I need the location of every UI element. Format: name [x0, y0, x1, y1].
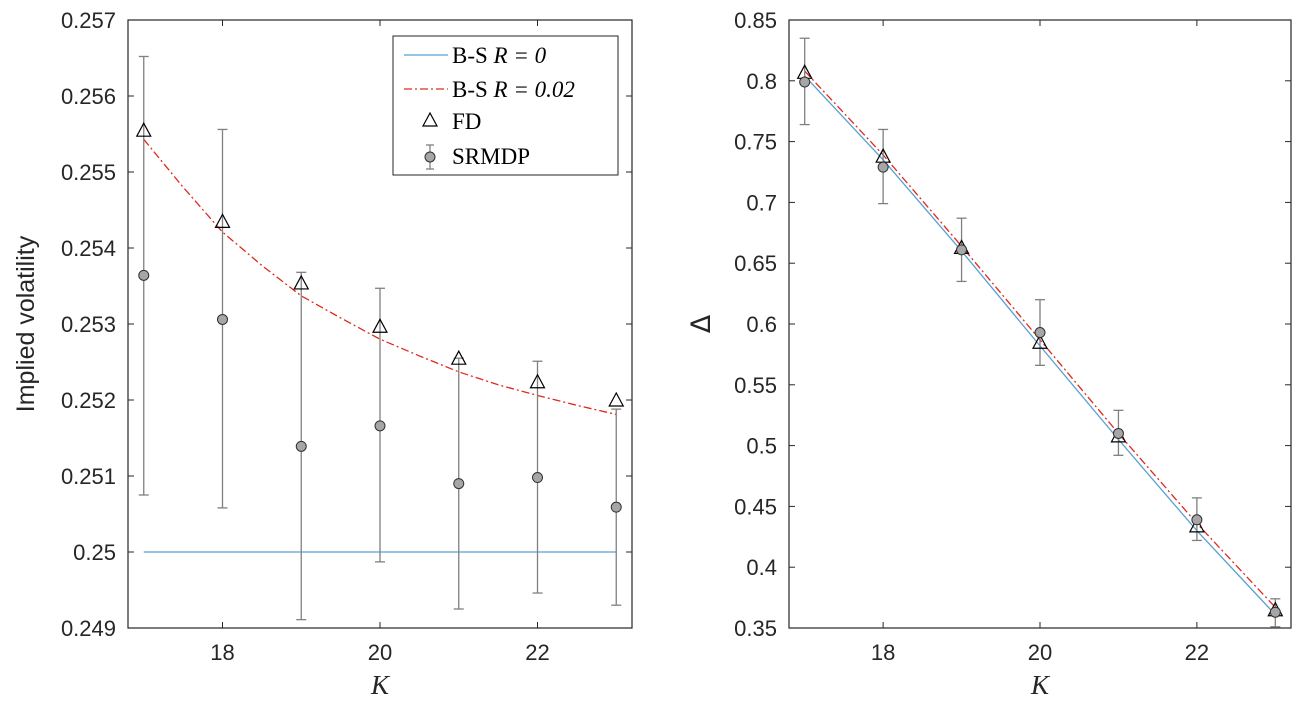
fd-triangle-point	[293, 274, 310, 290]
y-tick-label: 0.5	[746, 434, 777, 459]
y-tick-label: 0.249	[61, 616, 116, 641]
y-tick-label: 0.256	[61, 84, 116, 109]
x-tick-label: 20	[368, 640, 392, 665]
srmdp-point	[1191, 514, 1203, 526]
srmdp-point	[877, 161, 889, 173]
y-tick-label: 0.55	[734, 373, 777, 398]
y-tick-label: 0.253	[61, 312, 116, 337]
data-marks	[135, 55, 625, 621]
x-tick-label: 18	[871, 640, 895, 665]
legend-item-bs-r0: B-S R = 0	[404, 43, 547, 68]
srmdp-point	[1269, 606, 1281, 618]
legend-triangle-marker	[421, 111, 439, 127]
y-tick-label: 0.255	[61, 160, 116, 185]
srmdp-point	[532, 472, 543, 484]
fd-triangle-point	[135, 121, 152, 137]
y-tick-label: 0.252	[61, 388, 116, 413]
srmdp-point	[453, 478, 465, 490]
legend-label-fd: FD	[452, 109, 481, 134]
y-axis-label: Implied volatility	[12, 235, 40, 412]
legend-label-bs-r0: B-S R = 0	[452, 43, 547, 68]
legend-item-fd: FD	[421, 109, 481, 134]
y-axis-label: Δ	[686, 314, 717, 333]
srmdp-point	[1034, 327, 1046, 339]
legend-label-bs-r002: B-S R = 0.02	[452, 77, 575, 102]
srmdp-point	[138, 269, 150, 281]
x-tick-label: 22	[525, 640, 549, 665]
y-tick-label: 0.251	[61, 464, 116, 489]
srmdp-point	[799, 76, 811, 88]
legend-label-math: R = 0	[493, 43, 547, 68]
legend-item-srmdp: SRMDP	[424, 144, 530, 170]
y-tick-label: 0.4	[746, 555, 777, 580]
y-tick-label: 0.45	[734, 494, 777, 519]
y-tick-label: 0.254	[61, 236, 116, 261]
y-tick-label: 0.75	[734, 130, 777, 155]
axis-ticks: 18 20 22 0.249 0.25 0.251 0.252 0.253 0.254 0.255…	[61, 8, 632, 665]
data-marks	[796, 37, 1284, 628]
srmdp-point	[956, 244, 968, 256]
y-tick-label: 0.6	[746, 312, 777, 337]
y-tick-label: 0.85	[734, 8, 777, 33]
srmdp-point	[295, 440, 307, 452]
implied-volatility-chart: 18 20 22 0.249 0.25 0.251 0.252 0.253 0.254 0.255…	[12, 8, 633, 700]
x-tick-label: 18	[210, 640, 234, 665]
fd-triangle-point	[214, 213, 231, 228]
axis-ticks: 18 20 22 0.35 0.4 0.45 0.5 0.55 0.6 0.65 0.7 0.75 0.…	[734, 8, 1291, 665]
srmdp-point	[610, 501, 622, 513]
x-tick-label: 22	[1185, 640, 1209, 665]
x-tick-label: 20	[1028, 640, 1052, 665]
srmdp-point	[374, 420, 386, 432]
fd-triangle-point	[1031, 333, 1049, 349]
legend-label-text: B-S	[452, 43, 494, 68]
srmdp-point	[217, 313, 228, 325]
y-tick-label: 0.35	[734, 616, 777, 641]
x-axis-label: K	[1030, 670, 1051, 700]
fd-triangle-point	[371, 318, 389, 333]
srmdp-point	[1112, 427, 1124, 439]
x-axis-label: K	[370, 670, 391, 700]
legend-label-srmdp: SRMDP	[452, 144, 530, 169]
fd-triangle-point	[529, 373, 546, 389]
fd-triangle-point	[608, 391, 625, 407]
legend-label-math: R = 0.02	[493, 77, 575, 102]
y-tick-label: 0.65	[734, 251, 777, 276]
y-tick-label: 0.25	[73, 540, 116, 565]
legend-label-text: B-S	[452, 77, 494, 102]
legend-circle-marker	[424, 151, 436, 163]
legend-item-bs-r002: B-S R = 0.02	[404, 77, 575, 102]
legend: B-S R = 0 B-S R = 0.02 FD SRMDP	[392, 35, 619, 176]
y-tick-label: 0.257	[61, 8, 116, 33]
y-tick-label: 0.8	[746, 69, 777, 94]
delta-chart: 18 20 22 0.35 0.4 0.45 0.5 0.55 0.6 0.65 0.7 0.75 0.…	[686, 8, 1292, 700]
y-tick-label: 0.7	[746, 190, 777, 215]
fd-triangle-point	[1188, 517, 1205, 533]
fd-triangle-point	[450, 349, 467, 365]
